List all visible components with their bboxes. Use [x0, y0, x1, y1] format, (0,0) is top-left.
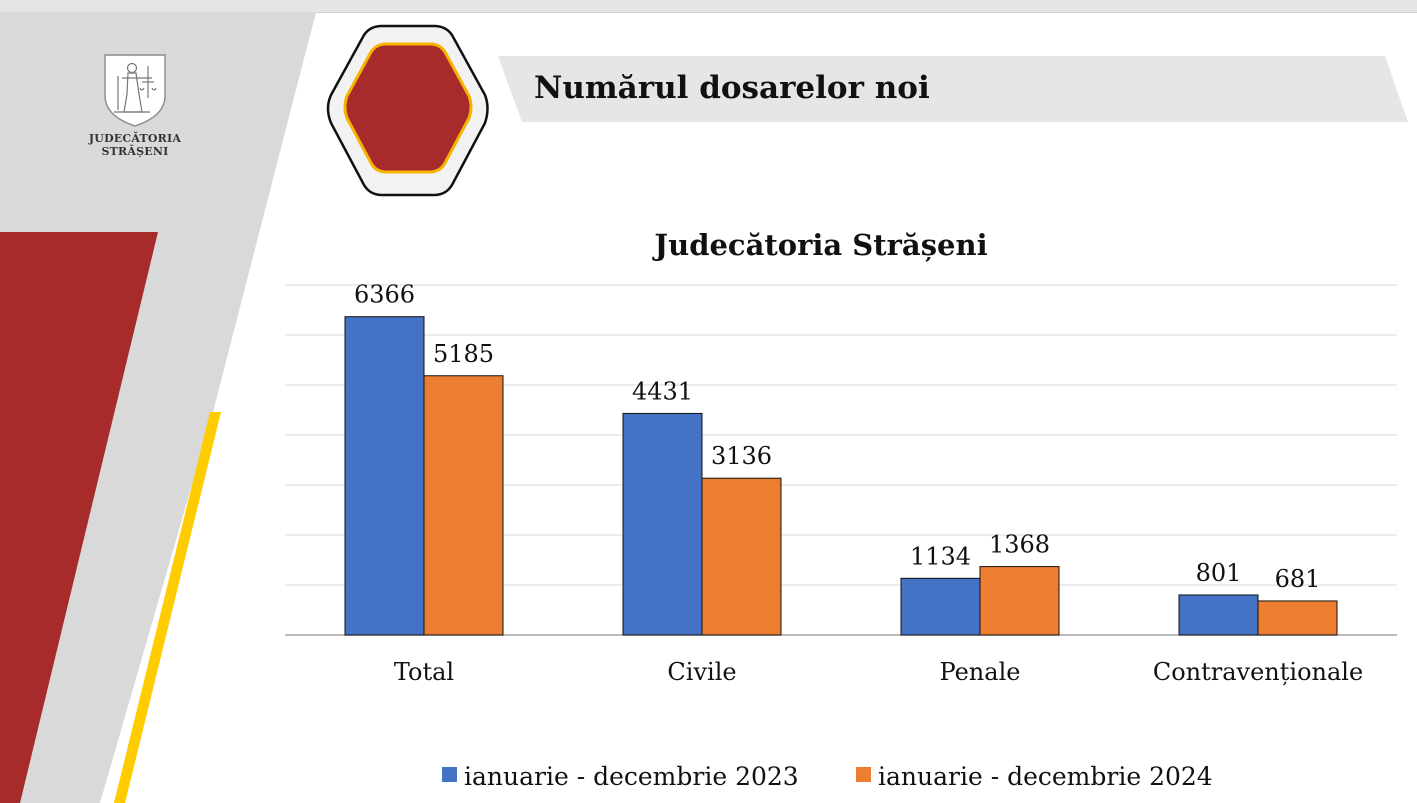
gray-diagonal-band — [0, 12, 316, 803]
data-label: 681 — [1275, 565, 1321, 593]
data-label: 1368 — [989, 531, 1050, 559]
legend-label: ianuarie - decembrie 2023 — [464, 762, 799, 791]
bar-total-series-2 — [423, 375, 504, 636]
bar-civile-series-2 — [701, 477, 782, 636]
data-label: 5185 — [433, 340, 494, 368]
bar-contravenționale-series-2 — [1257, 600, 1338, 636]
chart-title: Judecătoria Strășeni — [651, 228, 987, 262]
red-diagonal-band — [0, 232, 158, 803]
legend-swatch — [856, 767, 871, 782]
page-title: Numărul dosarelor noi — [534, 70, 930, 106]
category-label: Total — [394, 658, 454, 686]
logo-text-line1: JUDECĂTORIA — [88, 132, 182, 145]
data-label: 6366 — [354, 281, 415, 309]
category-label: Contravenționale — [1153, 658, 1363, 686]
legend: ianuarie - decembrie 2023 ianuarie - dece… — [442, 762, 1213, 791]
category-label: Civile — [667, 658, 736, 686]
bars — [344, 316, 1338, 636]
bar-penale-series-1 — [900, 577, 981, 636]
data-label: 3136 — [711, 442, 772, 470]
logo-text-line2: STRĂȘENI — [101, 145, 169, 158]
category-labels: Total Civile Penale Contravenționale — [394, 658, 1363, 686]
bar-contravenționale-series-1 — [1178, 594, 1259, 636]
top-bar — [0, 0, 1417, 13]
legend-swatch — [442, 767, 457, 782]
data-labels: 6366 5185 4431 3136 1134 1368 801 681 — [354, 281, 1320, 593]
bar-penale-series-2 — [979, 566, 1060, 636]
court-logo: JUDECĂTORIA STRĂȘENI — [82, 52, 188, 158]
data-label: 1134 — [910, 542, 971, 570]
data-label: 4431 — [632, 377, 693, 405]
bar-total-series-1 — [344, 316, 425, 636]
yellow-accent-stripe — [114, 412, 221, 803]
title-band — [498, 56, 1408, 122]
legend-label: ianuarie - decembrie 2024 — [878, 762, 1213, 791]
hexagon-badge-icon — [326, 24, 489, 197]
data-label: 801 — [1196, 559, 1242, 587]
bar-civile-series-1 — [622, 412, 703, 636]
category-label: Penale — [940, 658, 1021, 686]
justice-emblem-icon — [104, 54, 166, 127]
